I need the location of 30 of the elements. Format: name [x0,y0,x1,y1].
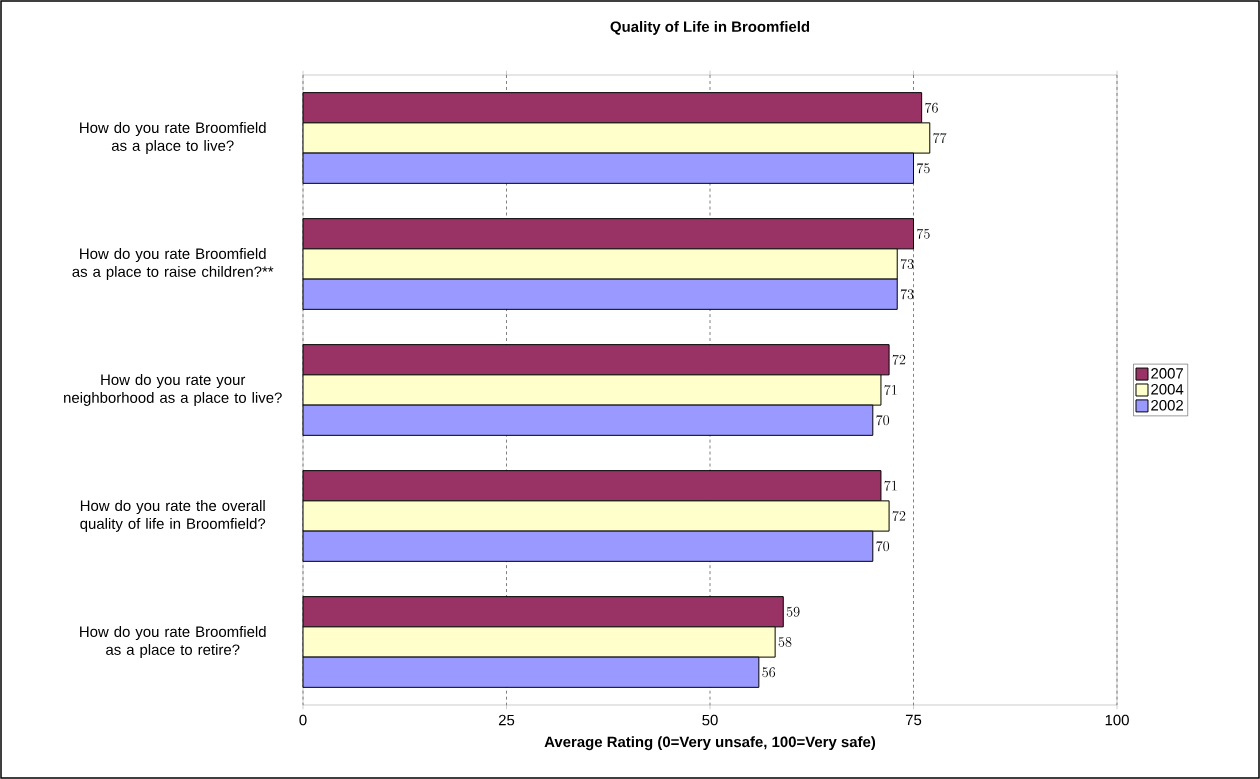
data-label: 76 [925,102,938,113]
x-tick-label: 50 [702,714,718,726]
data-label: 73 [900,258,914,269]
legend-label: 2007 [1151,368,1183,379]
x-tick-label: 100 [1105,714,1129,726]
y-tick-label: How do you rate your neighborhood as a place to live? [64,374,282,406]
data-label: 70 [876,415,890,426]
data-label: 75 [917,163,930,174]
legend-label: 2002 [1151,399,1183,411]
data-label: 72 [892,510,906,521]
data-label: 72 [892,354,906,365]
y-tick-label: How do you rate Broomfield as a place to live? [80,122,266,154]
y-tick-label: How do you rate Broomfield as a place to raise children?** [72,248,274,280]
data-label: 71 [884,384,897,395]
x-tick-label: 0 [299,714,307,726]
data-label: 58 [778,637,792,647]
x-tick-label: 75 [905,714,922,726]
data-label: 75 [917,228,930,239]
data-label: 77 [933,132,947,143]
data-label: 59 [786,606,800,617]
data-label: 71 [884,480,897,491]
legend-label: 2004 [1151,384,1184,395]
chart-title: Quality of Life in Broomfield [610,21,810,35]
x-axis-title: Average Rating (0=Very unsafe, 100=Very safe) [544,736,876,751]
data-label: 70 [876,541,890,552]
data-label: 73 [900,289,914,300]
y-tick-label: How do you rate the overall quality of life in Broomfield? [80,500,266,532]
y-tick-label: How do you rate Broomfield as a place to retire? [80,626,266,658]
x-tick-label: 25 [498,714,515,726]
data-label: 56 [762,667,776,678]
